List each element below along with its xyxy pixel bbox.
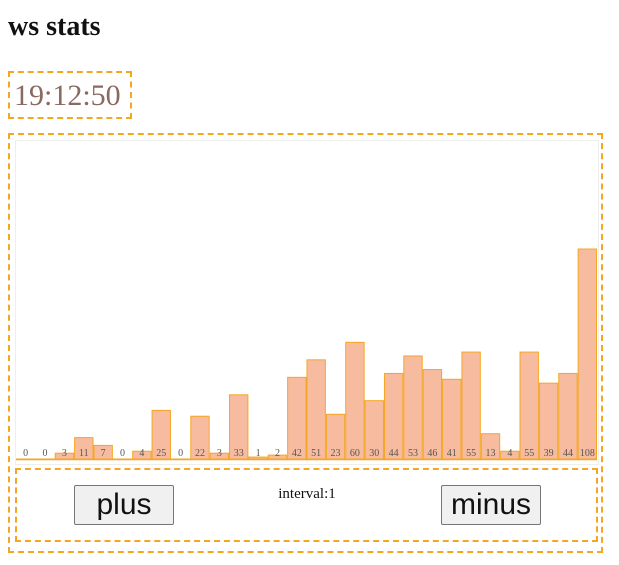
chart-data-label: 46 bbox=[427, 448, 437, 459]
chart-bar bbox=[54, 452, 75, 460]
chart-data-label: 4 bbox=[139, 448, 144, 459]
chart-data-label: 25 bbox=[156, 448, 166, 459]
chart-bar bbox=[577, 248, 598, 460]
chart-data-label: 0 bbox=[178, 448, 183, 459]
chart-data-label: 3 bbox=[62, 448, 67, 459]
chart-data-label: 4 bbox=[507, 448, 512, 459]
interval-label: interval:1 bbox=[278, 486, 336, 502]
chart-data-label: 7 bbox=[101, 448, 106, 459]
chart-data-label: 0 bbox=[43, 448, 48, 459]
chart-data-label: 22 bbox=[195, 448, 205, 459]
chart-data-label: 53 bbox=[408, 448, 418, 459]
controls-panel: plus interval:1 minus bbox=[15, 468, 598, 542]
chart-data-label: 39 bbox=[544, 448, 554, 459]
chart-data-label: 3 bbox=[217, 448, 222, 459]
chart-bar bbox=[345, 341, 365, 460]
chart-data-label: 42 bbox=[292, 448, 302, 459]
chart-data-label: 55 bbox=[466, 448, 476, 459]
chart-bar bbox=[403, 355, 423, 460]
chart-bar bbox=[151, 409, 171, 460]
chart-data-label: 11 bbox=[79, 448, 89, 459]
chart-bar bbox=[306, 359, 326, 460]
chart-bar bbox=[442, 378, 462, 460]
chart-bar bbox=[190, 415, 210, 460]
minus-button[interactable]: minus bbox=[441, 485, 541, 525]
chart-data-label: 60 bbox=[350, 448, 360, 459]
chart-bar bbox=[229, 394, 249, 460]
bar-chart-svg: 0 0 3 11 7 0 4 25 0 22 3 33 1 2 42 51 23 60 30 44 53 46 41 55 13… bbox=[16, 248, 598, 461]
chart-data-label: 0 bbox=[23, 448, 28, 459]
chart-data-label: 41 bbox=[447, 448, 457, 459]
chart-bar bbox=[500, 450, 520, 460]
chart-data-label: 44 bbox=[563, 448, 573, 459]
chart-data-label: 23 bbox=[331, 448, 341, 459]
chart-bar bbox=[287, 376, 307, 460]
chart-bar bbox=[209, 452, 230, 460]
chart-bar bbox=[538, 382, 559, 460]
chart-bar bbox=[558, 372, 578, 460]
chart-bar bbox=[422, 369, 443, 460]
chart-bar bbox=[93, 444, 113, 460]
clock-time: 19:12:50 bbox=[14, 79, 121, 112]
bar-chart: 0 0 3 11 7 0 4 25 0 22 3 33 1 2 42 51 23 60 30 44 53 46 41 55 13… bbox=[15, 140, 599, 465]
chart-data-label: 1 bbox=[256, 448, 261, 459]
chart-bar bbox=[248, 456, 268, 460]
chart-data-label: 0 bbox=[120, 448, 125, 459]
plus-button[interactable]: plus bbox=[74, 485, 174, 525]
chart-data-label: 30 bbox=[369, 448, 379, 459]
chart-data-label: 33 bbox=[234, 448, 244, 459]
stats-panel: 0 0 3 11 7 0 4 25 0 22 3 33 1 2 42 51 23 60 30 44 53 46 41 55 13… bbox=[8, 133, 603, 553]
chart-data-label: 44 bbox=[389, 448, 399, 459]
chart-bar bbox=[267, 454, 288, 460]
chart-bar bbox=[74, 437, 94, 460]
chart-bar bbox=[519, 351, 539, 460]
chart-bar bbox=[383, 372, 404, 460]
chart-data-label: 2 bbox=[275, 448, 280, 459]
page-title: ws stats bbox=[8, 11, 101, 42]
chart-data-label: 51 bbox=[311, 448, 321, 459]
chart-data-label: 13 bbox=[485, 448, 495, 459]
chart-bar bbox=[325, 413, 346, 460]
chart-bar bbox=[461, 351, 481, 460]
chart-data-label: 55 bbox=[524, 448, 534, 459]
chart-bar bbox=[132, 450, 152, 460]
chart-bar bbox=[480, 433, 501, 460]
clock-panel: 19:12:50 bbox=[8, 71, 132, 119]
chart-data-label: 108 bbox=[580, 448, 595, 459]
chart-bar bbox=[364, 400, 384, 460]
